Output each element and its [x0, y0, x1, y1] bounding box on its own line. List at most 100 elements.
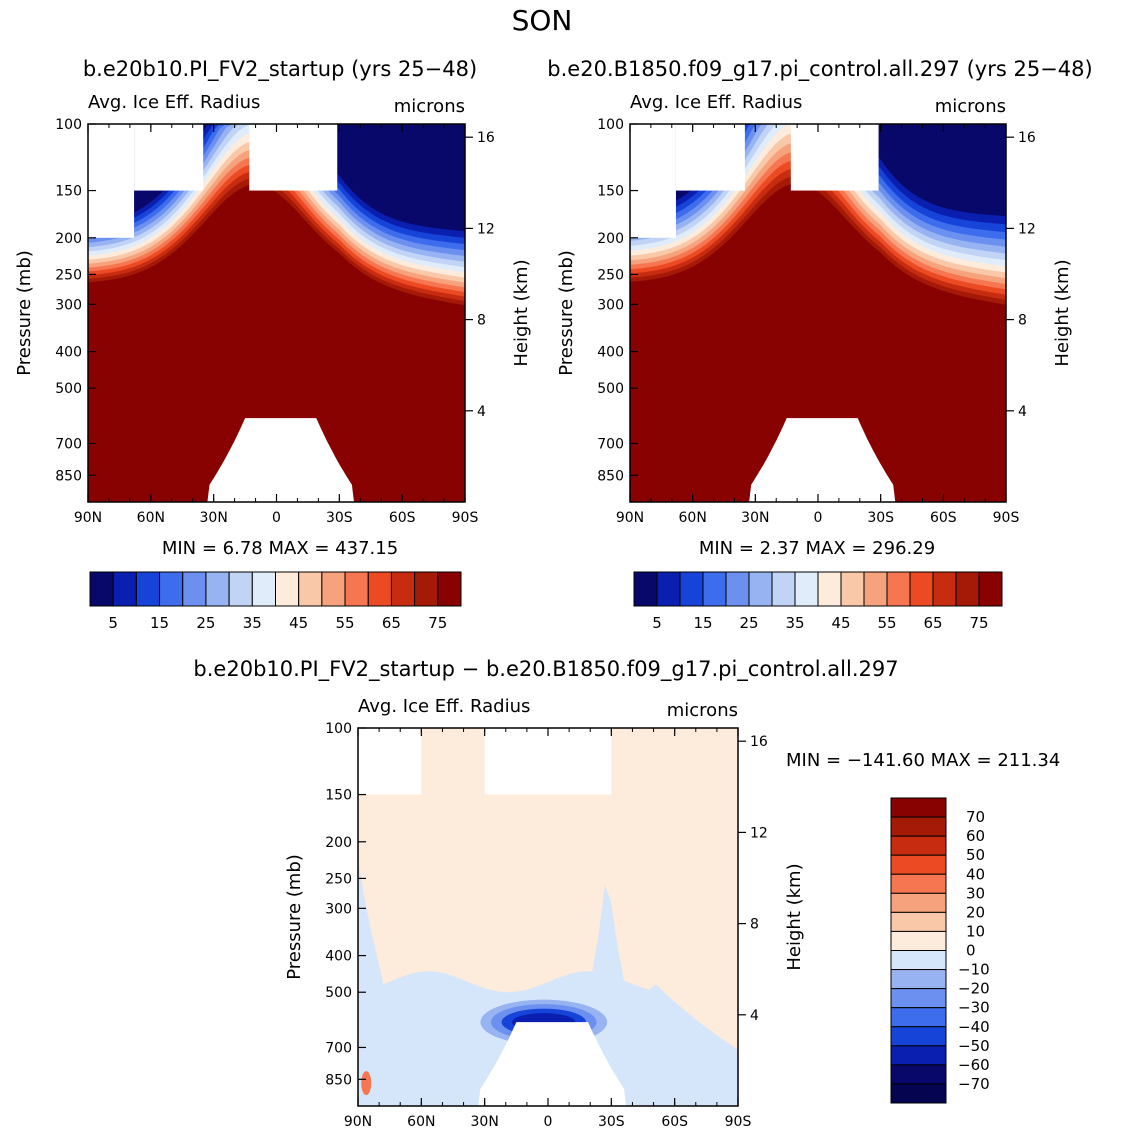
y-tick-label: 400	[597, 345, 624, 361]
colorbar-cell	[390, 571, 416, 607]
colorbar-label: 35	[243, 614, 262, 632]
colorbar-cell	[344, 571, 369, 607]
panel-2-field	[630, 124, 1006, 502]
colorbar-cell	[771, 571, 796, 607]
y-tick-label: 850	[597, 468, 624, 484]
colorbar-label: 55	[877, 614, 896, 632]
figure-season-title: SON	[512, 4, 573, 37]
colorbar-cell	[863, 571, 888, 607]
missing-data-block	[630, 124, 676, 238]
panel-field-bands	[630, 124, 1006, 502]
panel-3-title: b.e20b10.PI_FV2_startup − b.e20.B1850.f0…	[193, 657, 898, 682]
x-tick-label: 0	[814, 510, 823, 526]
colorbar-label: 15	[150, 614, 169, 632]
missing-data-block	[790, 124, 879, 191]
y-axis-label: Pressure (mb)	[14, 250, 35, 376]
x-tick-label: 30N	[471, 1114, 499, 1130]
colorbar-cell	[656, 571, 681, 607]
y-tick-label: 500	[55, 381, 82, 397]
x-tick-label: 30S	[867, 510, 894, 526]
y-tick-label: 500	[597, 381, 624, 397]
colorbar-cell	[298, 571, 323, 607]
colorbar-label: −60	[958, 1056, 990, 1074]
y-tick-label: 250	[325, 871, 352, 887]
x-tick-label: 60S	[930, 510, 957, 526]
colorbar-label: 15	[693, 614, 712, 632]
colorbar-label: 25	[196, 614, 215, 632]
y-right-tick-label: 16	[750, 734, 768, 750]
colorbar-cell	[890, 1026, 947, 1047]
positive-anomaly-band	[361, 1071, 372, 1096]
x-tick-label: 90N	[616, 510, 644, 526]
colorbar-label: 55	[336, 614, 355, 632]
colorbar-cell	[414, 571, 439, 607]
y-tick-label: 850	[325, 1072, 352, 1088]
x-tick-label: 0	[544, 1114, 553, 1130]
x-tick-label: 30N	[200, 510, 228, 526]
y-right-tick-label: 4	[477, 404, 486, 420]
colorbar-label: −40	[958, 1018, 990, 1036]
y-tick-label: 300	[55, 297, 82, 313]
panel-3-axes: 100 150 200 250 300 400 500 700 850 16 12 8 4 90N 60N 3…	[284, 696, 805, 1130]
colorbar-cell	[228, 571, 253, 607]
colorbar-label: 0	[966, 942, 976, 960]
colorbar-cell	[890, 892, 947, 913]
panel-1-title: b.e20b10.PI_FV2_startup (yrs 25−48)	[83, 57, 477, 82]
y-tick-label: 250	[597, 267, 624, 283]
colorbar-label: 25	[739, 614, 758, 632]
colorbar-cell	[890, 930, 947, 951]
x-tick-label: 90N	[344, 1114, 372, 1130]
y-right-tick-label: 16	[477, 130, 495, 146]
missing-data-block	[134, 124, 204, 191]
panel-1-field	[88, 124, 465, 502]
subtitle: Avg. Ice Eff. Radius	[88, 92, 260, 113]
units-label: microns	[667, 700, 738, 721]
colorbar-cell	[840, 571, 865, 607]
colorbar-cell	[890, 1064, 947, 1085]
panel-1-minmax: MIN = 6.78 MAX = 437.15	[162, 538, 398, 559]
x-tick-label: 90S	[725, 1114, 752, 1130]
colorbar-cell	[817, 571, 842, 607]
panel-2-colorbar: 5 15 25 35 45 55 65 75	[633, 571, 1003, 632]
y-right-tick-label: 8	[750, 917, 759, 933]
colorbar-cell	[955, 571, 980, 607]
y-tick-label: 700	[597, 436, 624, 452]
colorbar-label: 5	[652, 614, 662, 632]
y-right-tick-label: 8	[1018, 313, 1027, 329]
y-tick-label: 150	[597, 184, 624, 200]
y-tick-label: 200	[597, 231, 624, 247]
colorbar-cell	[275, 571, 300, 607]
y-tick-label: 300	[597, 297, 624, 313]
y-tick-label: 150	[325, 788, 352, 804]
colorbar-label: 60	[966, 827, 985, 845]
missing-data-block	[249, 124, 338, 191]
colorbar-label: 65	[923, 614, 942, 632]
y-axis-label: Pressure (mb)	[556, 250, 577, 376]
colorbar-cell	[135, 571, 161, 607]
x-tick-label: 60S	[389, 510, 416, 526]
colorbar-cell	[890, 1045, 947, 1066]
colorbar-cell	[794, 571, 819, 607]
units-label: microns	[935, 96, 1006, 117]
colorbar-cell	[437, 571, 462, 607]
y-right-axis-label: Height (km)	[511, 259, 532, 366]
x-tick-label: 0	[272, 510, 281, 526]
colorbar-cell	[112, 571, 137, 607]
y-tick-label: 500	[325, 985, 352, 1001]
colorbar-cell	[367, 571, 392, 607]
colorbar-cell	[890, 835, 947, 856]
panel-1-colorbar: 5 15 25 35 45 55 65 75	[89, 571, 462, 632]
x-tick-label: 60S	[661, 1114, 688, 1130]
panel-2-title: b.e20.B1850.f09_g17.pi_control.all.297 (…	[547, 57, 1092, 82]
colorbar-label: −20	[958, 980, 990, 998]
colorbar-label: −50	[958, 1037, 990, 1055]
y-tick-label: 850	[55, 468, 82, 484]
colorbar-cell	[890, 797, 947, 818]
colorbar-cell	[890, 1007, 947, 1028]
colorbar-cell	[886, 571, 911, 607]
field-band	[358, 857, 738, 1106]
subtitle: Avg. Ice Eff. Radius	[358, 696, 530, 717]
x-tick-label: 60N	[137, 510, 165, 526]
panel-1-axes: 100 150 200 250 300 400 500 700 850 16 12 8 4 90N 60N 3…	[14, 92, 532, 526]
y-right-axis-label: Height (km)	[784, 863, 805, 970]
